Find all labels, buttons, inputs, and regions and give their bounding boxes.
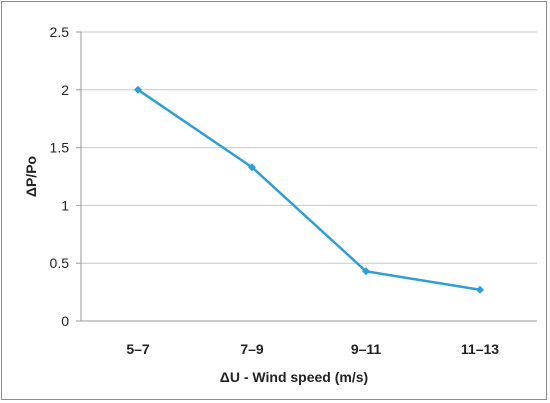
data-point-marker — [476, 285, 484, 294]
series-line-group — [134, 85, 484, 294]
y-tick-label: 2.5 — [50, 24, 70, 40]
x-tick-labels: 5–7 7–9 9–11 11–13 — [126, 341, 499, 357]
y-tick-label: 0.5 — [50, 255, 70, 271]
data-point-marker — [362, 267, 370, 276]
gridlines — [81, 31, 537, 264]
data-point-marker — [248, 163, 256, 172]
y-tick-label: 1 — [61, 197, 69, 213]
x-tick-label: 5–7 — [126, 341, 150, 357]
y-tick-label: 0 — [61, 313, 69, 329]
series-line — [137, 88, 481, 292]
y-tick-labels: 0 0.5 1 1.5 2 2.5 — [50, 24, 70, 329]
x-tick-label: 7–9 — [240, 341, 264, 357]
x-tick-label: 9–11 — [351, 341, 382, 357]
x-tick-label: 11–13 — [461, 341, 499, 357]
y-tick-label: 1.5 — [50, 140, 70, 156]
axes — [76, 31, 537, 322]
y-axis-title: ΔP/Po — [23, 156, 39, 197]
x-axis-title: ΔU - Wind speed (m/s) — [220, 369, 368, 385]
data-point-marker — [134, 85, 142, 94]
y-tick-label: 2 — [61, 82, 69, 98]
